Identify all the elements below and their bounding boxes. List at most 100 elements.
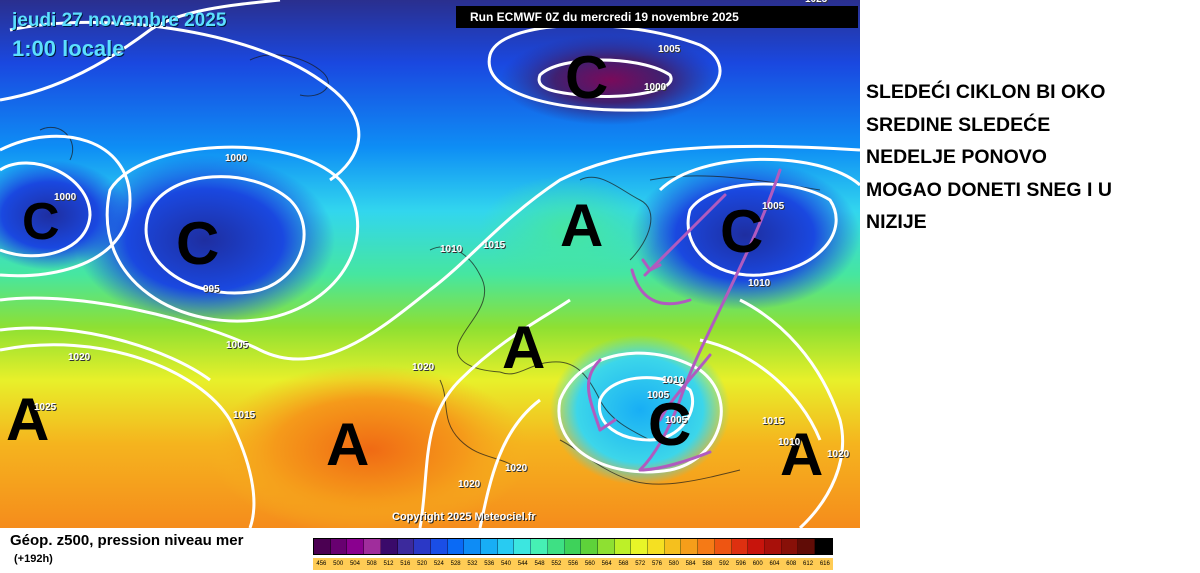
isobar-label: 1000: [54, 192, 77, 203]
color-scale-value: 604: [769, 561, 780, 567]
color-scale-value: 512: [383, 561, 394, 567]
color-scale-value: 556: [568, 561, 579, 567]
color-swatch: [430, 539, 448, 554]
color-scale-value: 568: [618, 561, 629, 567]
forecast-arrows: [586, 168, 782, 472]
color-swatch: [464, 539, 482, 554]
west-low-shading: [0, 160, 130, 270]
color-swatch: [364, 539, 381, 554]
isobar-label: 1020: [827, 449, 850, 460]
legend-subtitle: (+192h): [14, 553, 53, 565]
color-swatch: [748, 539, 765, 554]
color-swatch: [314, 539, 331, 554]
isobar-label: 1015: [762, 416, 785, 427]
color-scale-value: 592: [719, 561, 730, 567]
color-scale-value: 540: [500, 561, 511, 567]
color-scale-value: 500: [333, 561, 344, 567]
arrow-italy: [586, 358, 602, 432]
isobar-label: 1010: [778, 437, 801, 448]
note-line: NEDELJE PONOVO: [866, 146, 1047, 168]
isobar-label: 1005: [658, 44, 681, 55]
pressure-high-scandinavia: A: [560, 192, 604, 259]
color-swatch: [698, 539, 715, 554]
pressure-low-west: C: [22, 193, 60, 251]
color-swatch: [614, 539, 632, 554]
color-scale-value: 508: [366, 561, 377, 567]
color-swatch: [781, 539, 799, 554]
note-line: NIZIJE: [866, 211, 927, 233]
color-swatch: [764, 539, 782, 554]
forecast-date: jeudi 27 novembre 2025: [12, 10, 227, 31]
color-scale-value: 536: [484, 561, 495, 567]
color-swatch: [397, 539, 415, 554]
color-scale-bar: [313, 538, 833, 555]
isobar-label: 1010: [440, 244, 463, 255]
color-swatch: [347, 539, 365, 554]
color-swatch: [798, 539, 816, 554]
forecast-map: jeudi 27 novembre 2025 1:00 locale Run E…: [0, 0, 860, 528]
color-swatch: [497, 539, 515, 554]
isobar-label: 1020: [412, 362, 435, 373]
isobar-label: 1010: [748, 278, 771, 289]
pressure-high-central-europe: A: [502, 314, 546, 381]
arrow-hook: [630, 268, 692, 306]
color-scale-value: 612: [803, 561, 814, 567]
azores-high-shading: [210, 365, 530, 528]
color-swatch: [514, 539, 532, 554]
legend-title: Géop. z500, pression niveau mer: [10, 532, 244, 549]
isobar-label: 1010: [662, 375, 685, 386]
isobar-label: 1005: [647, 390, 670, 401]
color-swatch: [380, 539, 398, 554]
color-swatch: [681, 539, 699, 554]
arrow-balkan: [658, 353, 712, 422]
color-swatch: [564, 539, 582, 554]
isobar-label: 1005: [665, 415, 688, 426]
color-scale-value: 564: [601, 561, 612, 567]
isobar-label: 1025: [34, 402, 57, 413]
color-scale-value: 616: [819, 561, 830, 567]
note-line: SLEDEĆI CIKLON BI OKO: [866, 81, 1106, 103]
coastlines: [39, 54, 821, 485]
color-scale-value: 516: [400, 561, 411, 567]
color-scale-value: 520: [417, 561, 428, 567]
color-swatch: [581, 539, 598, 554]
isobar-label: 995: [203, 284, 220, 295]
pressure-high-azores: A: [326, 411, 370, 478]
color-scale-value: 544: [517, 561, 528, 567]
color-swatch: [597, 539, 615, 554]
color-swatch: [531, 539, 548, 554]
color-swatch: [547, 539, 565, 554]
color-scale-value: 600: [752, 561, 763, 567]
color-swatch: [414, 539, 431, 554]
isobar-label: 1000: [644, 82, 667, 93]
color-swatch: [481, 539, 498, 554]
color-swatch: [648, 539, 665, 554]
color-swatch: [631, 539, 649, 554]
color-scale-value: 532: [467, 561, 478, 567]
isobar-label: 1015: [483, 240, 506, 251]
isobar-label: 1000: [225, 153, 248, 164]
scandinavia-high-shading: [480, 175, 660, 285]
arrow-main: [638, 168, 782, 472]
isobar-label: 1015: [233, 410, 256, 421]
isobar-label: 1020: [68, 352, 91, 363]
color-scale-value: 548: [534, 561, 545, 567]
forecast-time: 1:00 locale: [12, 36, 125, 61]
color-scale-value: 596: [735, 561, 746, 567]
pressure-low-balkans: C: [648, 391, 692, 458]
color-scale-value: 580: [668, 561, 679, 567]
arctic-low-shading: [500, 35, 720, 125]
color-scale-labels: 456 500 504 508 512 516 520 524 528 532 536 540 544 5…: [313, 558, 833, 570]
color-scale-value: 524: [433, 561, 444, 567]
color-scale-value: 584: [685, 561, 696, 567]
isobar-label: 1020: [458, 479, 481, 490]
iceland-low-shading: [75, 155, 335, 325]
pressure-high-east: A: [780, 421, 824, 488]
color-scale-value: 504: [349, 561, 360, 567]
color-swatch: [447, 539, 465, 554]
isobar-label: 1005: [226, 340, 249, 351]
color-swatch: [330, 539, 348, 554]
pressure-low-arctic: C: [565, 44, 609, 111]
note-line: MOGAO DONETI SNEG I U: [866, 178, 1112, 201]
copyright-text: Copyright 2025 Meteociel.fr: [392, 511, 536, 523]
